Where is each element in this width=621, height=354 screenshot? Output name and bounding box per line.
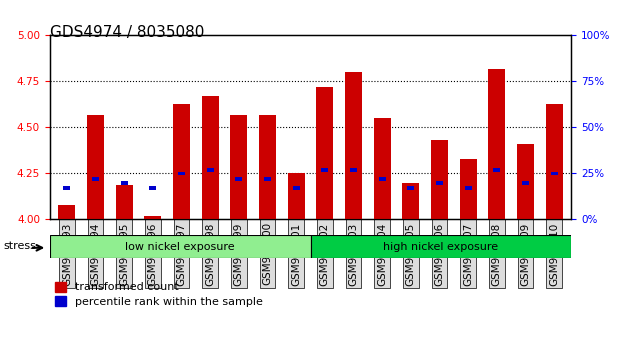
Bar: [207, 168, 214, 172]
Bar: [178, 172, 185, 175]
Bar: [545, 103, 563, 219]
Legend: transformed count, percentile rank within the sample: transformed count, percentile rank withi…: [55, 282, 263, 307]
Bar: [350, 168, 357, 172]
Bar: [551, 172, 558, 175]
Bar: [259, 115, 276, 219]
Bar: [150, 186, 156, 190]
Text: low nickel exposure: low nickel exposure: [125, 242, 235, 252]
Bar: [116, 184, 133, 219]
Bar: [436, 181, 443, 184]
FancyBboxPatch shape: [310, 235, 571, 258]
Bar: [58, 205, 76, 219]
Bar: [144, 216, 161, 219]
Bar: [322, 168, 329, 172]
Bar: [87, 115, 104, 219]
Text: GDS4974 / 8035080: GDS4974 / 8035080: [50, 25, 204, 40]
Bar: [402, 183, 419, 219]
Bar: [292, 186, 299, 190]
Bar: [120, 181, 128, 184]
Bar: [407, 186, 414, 190]
Bar: [460, 159, 477, 219]
Bar: [202, 96, 219, 219]
Bar: [431, 140, 448, 219]
Bar: [316, 87, 333, 219]
Bar: [92, 177, 99, 181]
Bar: [345, 72, 362, 219]
Bar: [235, 177, 242, 181]
Bar: [63, 186, 70, 190]
Text: stress: stress: [3, 241, 36, 251]
Text: high nickel exposure: high nickel exposure: [383, 242, 499, 252]
Bar: [379, 177, 386, 181]
Bar: [488, 69, 505, 219]
Bar: [522, 181, 529, 184]
Bar: [264, 177, 271, 181]
Bar: [517, 144, 534, 219]
Bar: [374, 118, 391, 219]
Bar: [288, 173, 305, 219]
FancyBboxPatch shape: [50, 235, 310, 258]
Bar: [493, 168, 501, 172]
Bar: [230, 115, 247, 219]
Bar: [465, 186, 471, 190]
Bar: [173, 103, 190, 219]
